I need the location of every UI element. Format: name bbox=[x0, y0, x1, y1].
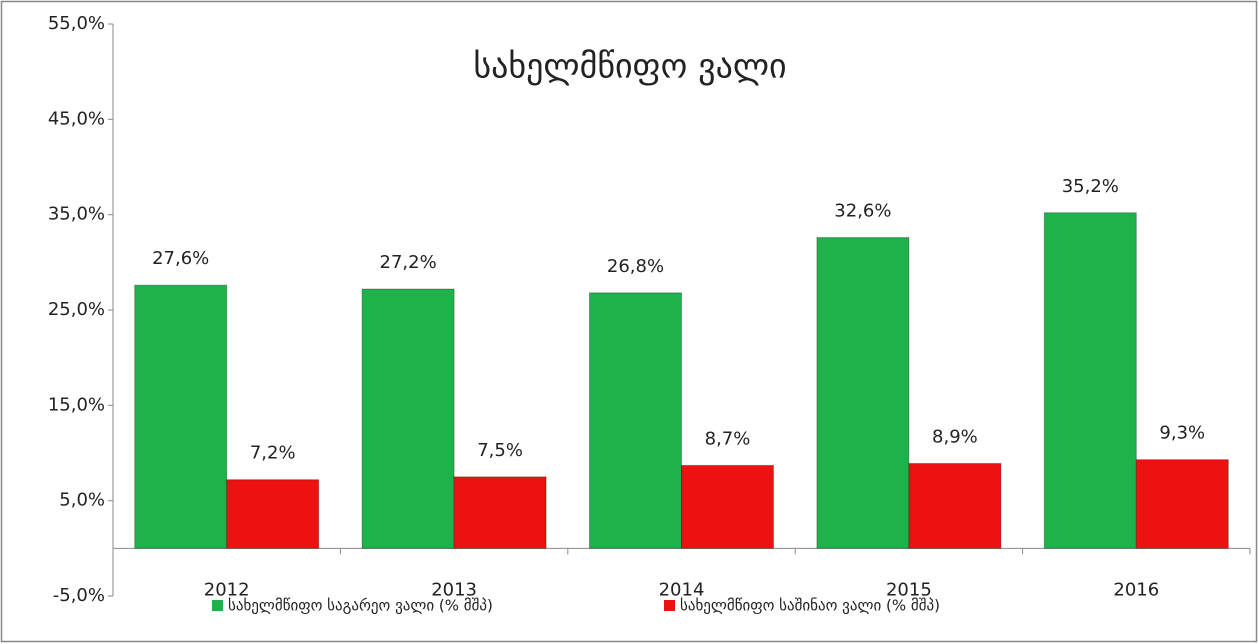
y-tick-label: 25,0% bbox=[48, 299, 105, 320]
y-tick-label: -5,0% bbox=[53, 585, 105, 606]
data-label: 7,5% bbox=[477, 440, 523, 461]
x-tick-label: 2012 bbox=[204, 579, 250, 600]
legend-label: სახელმწიფო საგარეო ვალი (% მშპ) bbox=[228, 597, 493, 615]
bar bbox=[361, 288, 455, 549]
data-label: 27,2% bbox=[380, 252, 437, 273]
x-tick-label: 2016 bbox=[1113, 579, 1159, 600]
data-label: 32,6% bbox=[834, 201, 891, 222]
data-label: 9,3% bbox=[1159, 423, 1205, 444]
data-label: 27,6% bbox=[152, 248, 209, 269]
bar bbox=[908, 462, 1002, 549]
data-label: 8,9% bbox=[932, 426, 978, 447]
bar bbox=[453, 476, 547, 549]
x-tick-label: 2015 bbox=[886, 579, 932, 600]
legend-label: სახელმწიფო საშინაო ვალი (% მშპ) bbox=[680, 597, 940, 615]
bar bbox=[816, 237, 910, 549]
legend-swatch bbox=[212, 600, 223, 611]
y-tick-label: 45,0% bbox=[48, 108, 105, 129]
bar bbox=[681, 464, 774, 549]
legend-swatch bbox=[664, 600, 675, 611]
y-tick-label: 15,0% bbox=[48, 394, 105, 415]
x-tick-label: 2013 bbox=[431, 579, 477, 600]
data-label: 35,2% bbox=[1062, 176, 1119, 197]
data-label: 7,2% bbox=[250, 443, 296, 464]
y-tick-label: 35,0% bbox=[48, 204, 105, 225]
bar bbox=[589, 292, 682, 549]
data-label: 8,7% bbox=[705, 428, 751, 449]
bar bbox=[226, 479, 320, 549]
y-tick-label: 55,0% bbox=[48, 13, 105, 34]
bar bbox=[1043, 212, 1137, 549]
chart-title: სახელმწიფო ვალი bbox=[473, 47, 786, 87]
data-label: 26,8% bbox=[607, 256, 664, 277]
y-tick-label: 5,0% bbox=[59, 490, 105, 511]
x-tick-label: 2014 bbox=[659, 579, 705, 600]
bar bbox=[1135, 459, 1229, 549]
bar bbox=[134, 284, 228, 549]
